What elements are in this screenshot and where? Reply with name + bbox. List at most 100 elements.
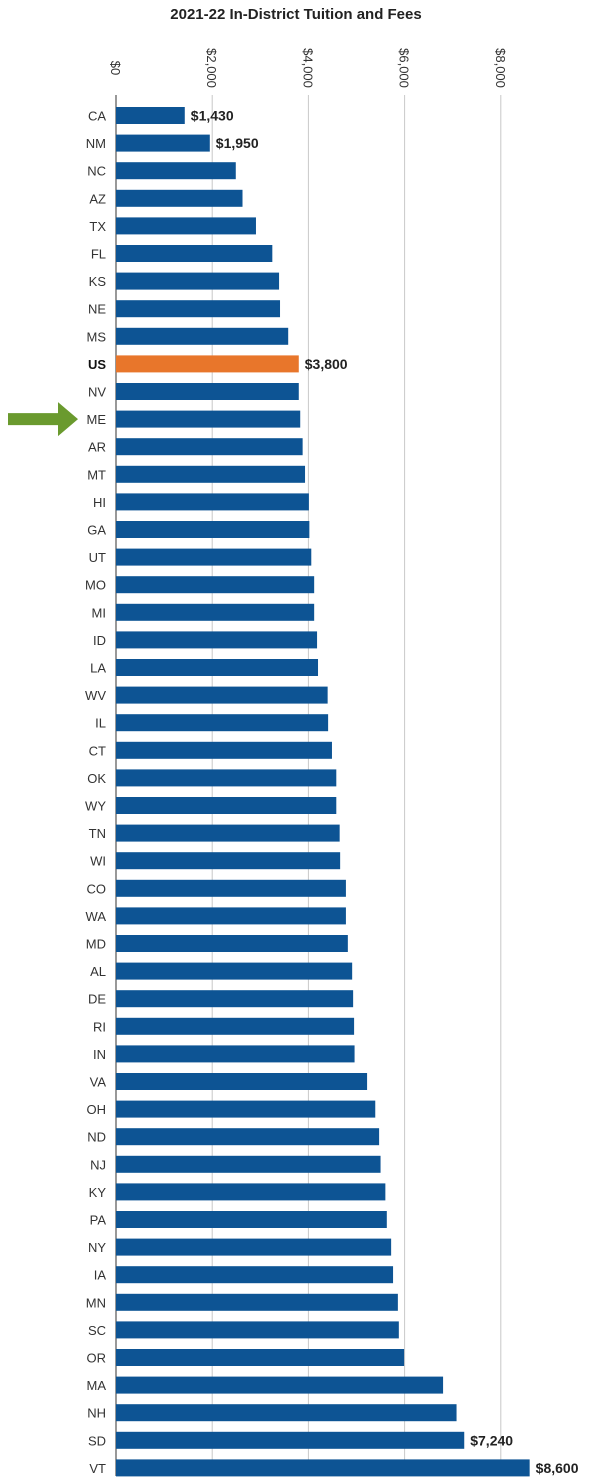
bar-in: [116, 1045, 355, 1063]
bar-nj: [116, 1155, 381, 1173]
category-label: AZ: [89, 191, 106, 206]
category-label: OK: [87, 771, 106, 786]
category-label: DE: [88, 992, 106, 1007]
bar-nv: [116, 383, 299, 400]
value-label: $7,240: [470, 1432, 513, 1448]
category-label: ME: [87, 412, 107, 427]
category-label: ID: [93, 633, 106, 648]
bar-ma: [116, 1376, 444, 1394]
category-label: MA: [87, 1378, 107, 1393]
category-label: WI: [90, 854, 106, 869]
tick-label: $6,000: [397, 48, 412, 88]
bar-nd: [116, 1128, 380, 1146]
bar-al: [116, 962, 353, 980]
bar-ia: [116, 1266, 394, 1284]
bar-ky: [116, 1183, 386, 1201]
category-label: IA: [94, 1268, 107, 1283]
category-label: MD: [86, 937, 106, 952]
bar-nm: [116, 134, 210, 152]
tick-label: $4,000: [300, 48, 315, 88]
category-label: NM: [86, 136, 106, 151]
category-label: PA: [90, 1213, 107, 1228]
category-label: AR: [88, 440, 106, 455]
category-label: CA: [88, 109, 106, 124]
category-label: HI: [93, 495, 106, 510]
category-label: WV: [85, 688, 106, 703]
bar-sd: [116, 1431, 465, 1449]
chart-title: 2021-22 In-District Tuition and Fees: [170, 6, 422, 23]
category-label: TN: [89, 826, 106, 841]
category-label: NE: [88, 302, 106, 317]
tick-label: $2,000: [204, 48, 219, 88]
value-labels: $1,430 $1,950 $3,800 $7,240 $8,600: [191, 108, 579, 1476]
bar-mt: [116, 465, 306, 483]
category-label: NH: [87, 1406, 106, 1421]
axis-ticks: $0 $2,000 $4,000 $6,000 $8,000: [108, 48, 508, 88]
value-label: $8,600: [536, 1460, 579, 1476]
bar-fl: [116, 245, 273, 262]
category-label: IN: [93, 1047, 106, 1062]
bar-pa: [116, 1211, 387, 1228]
bar-us: [116, 355, 299, 373]
tick-label: $0: [108, 61, 123, 75]
category-label: FL: [91, 247, 106, 262]
category-label: VT: [89, 1461, 106, 1476]
category-label: NJ: [90, 1157, 106, 1172]
bar-mo: [116, 576, 315, 594]
bar-wv: [116, 686, 328, 704]
category-label: MT: [87, 467, 106, 482]
category-label: VA: [90, 1075, 107, 1090]
value-label: $1,430: [191, 108, 234, 124]
category-label: OR: [87, 1351, 107, 1366]
bar-mn: [116, 1293, 398, 1311]
category-label: CT: [89, 743, 106, 758]
bar-az: [116, 189, 243, 207]
category-label: CO: [87, 881, 107, 896]
bar-or: [116, 1349, 405, 1366]
bar-va: [116, 1073, 368, 1090]
tick-label: $8,000: [493, 48, 508, 88]
bar-hi: [116, 493, 309, 511]
bar-md: [116, 935, 348, 952]
bar-wa: [116, 907, 346, 925]
category-label: NY: [88, 1240, 106, 1255]
marker: [8, 402, 78, 437]
bar-de: [116, 990, 354, 1008]
bar-ut: [116, 548, 312, 566]
category-label: WY: [85, 799, 106, 814]
bar-nh: [116, 1404, 457, 1422]
category-label: KY: [89, 1185, 107, 1200]
category-label: MO: [85, 578, 106, 593]
category-label: KS: [89, 274, 107, 289]
bar-ct: [116, 741, 332, 759]
category-label: SC: [88, 1323, 106, 1338]
bar-ms: [116, 327, 289, 345]
category-label: MS: [87, 329, 107, 344]
bar-nc: [116, 162, 236, 180]
category-label: SD: [88, 1433, 106, 1448]
bar-ks: [116, 272, 280, 290]
bar-tn: [116, 824, 340, 842]
category-label: TX: [89, 219, 106, 234]
bar-co: [116, 879, 346, 897]
bar-wy: [116, 797, 337, 814]
category-label: AL: [90, 964, 106, 979]
category-label: LA: [90, 661, 106, 676]
bar-mi: [116, 603, 315, 621]
category-label: GA: [87, 523, 106, 538]
bar-ca: [116, 107, 185, 124]
arrow-right-icon: [8, 402, 78, 437]
bar-ny: [116, 1238, 392, 1256]
bar-ga: [116, 521, 310, 538]
category-label: UT: [89, 550, 106, 565]
bar-la: [116, 659, 319, 676]
bar-il: [116, 714, 329, 732]
bar-ok: [116, 769, 337, 787]
category-label: ND: [87, 1130, 106, 1145]
category-label: RI: [93, 1019, 106, 1034]
value-label: $1,950: [216, 135, 259, 151]
category-label: WA: [86, 909, 107, 924]
bar-vt: [116, 1459, 530, 1477]
category-label: NV: [88, 385, 106, 400]
